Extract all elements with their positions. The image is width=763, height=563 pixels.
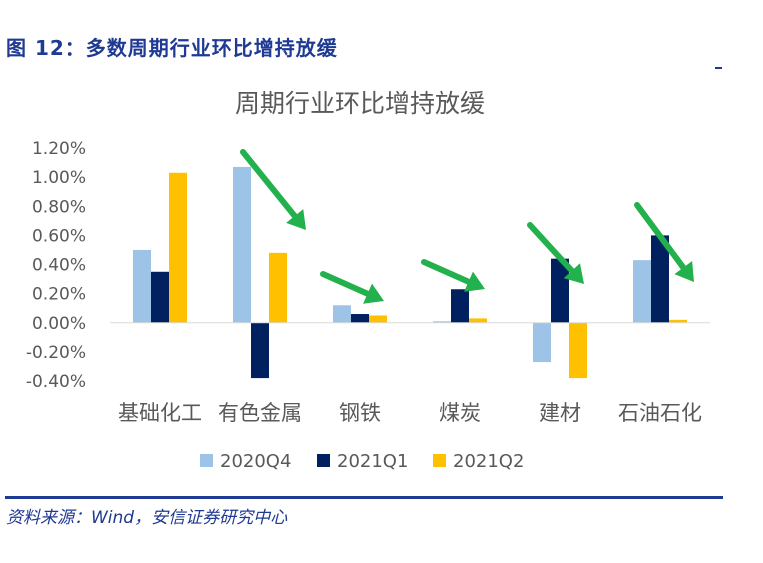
- y-tick-label: 0.00%: [32, 314, 86, 334]
- bar-2020Q4-1: [233, 166, 251, 323]
- y-tick-label: 1.20%: [32, 139, 86, 159]
- bar-chart: 周期行业环比增持放缓 1.20% 1.00% 0.80% 0.60% 0.40% 0.20…: [26, 89, 710, 472]
- x-category-label: 基础化工: [118, 401, 202, 425]
- y-tick-label: 0.40%: [32, 256, 86, 276]
- bar-2020Q4-4: [533, 322, 551, 363]
- trend-arrows: [240, 149, 694, 304]
- bar-2021Q1-4: [551, 258, 569, 323]
- header-divider: [715, 67, 722, 69]
- source-note: 资料来源：Wind，安信证券研究中心: [6, 508, 288, 528]
- bar-2021Q2-5: [669, 319, 687, 323]
- y-tick-label: 1.00%: [32, 168, 86, 188]
- y-tick-label: 0.60%: [32, 226, 86, 246]
- x-category-label: 煤炭: [439, 401, 481, 425]
- legend-swatch-2021Q1: [317, 454, 330, 467]
- legend-label: 2020Q4: [220, 451, 291, 472]
- down-arrow-0: [240, 149, 306, 230]
- y-tick-label: -0.40%: [26, 372, 86, 392]
- y-tick-label: 0.20%: [32, 285, 86, 305]
- legend-label: 2021Q2: [453, 451, 524, 472]
- x-axis-labels: 基础化工 有色金属 钢铁 煤炭 建材 石油石化: [118, 401, 702, 425]
- down-arrow-1: [320, 271, 384, 304]
- x-category-label: 石油石化: [618, 401, 702, 425]
- x-category-label: 有色金属: [218, 401, 302, 425]
- legend-label: 2021Q1: [337, 451, 408, 472]
- bar-2021Q2-0: [169, 172, 187, 323]
- bar-2021Q2-4: [569, 322, 587, 379]
- bar-2021Q1-5: [651, 235, 669, 323]
- bars: [133, 166, 687, 379]
- legend-swatch-2020Q4: [200, 454, 213, 467]
- bar-2021Q2-2: [369, 315, 387, 323]
- bar-2021Q2-3: [469, 318, 487, 323]
- x-category-label: 建材: [539, 401, 581, 425]
- y-tick-label: 0.80%: [32, 197, 86, 217]
- footer-divider: [5, 496, 723, 499]
- bar-2020Q4-0: [133, 249, 151, 323]
- down-arrow-2: [421, 259, 485, 292]
- figure-title: 图 12：多数周期行业环比增持放缓: [6, 36, 338, 60]
- bar-2021Q1-0: [151, 271, 169, 323]
- down-arrow-3: [527, 222, 584, 284]
- x-category-label: 钢铁: [339, 401, 381, 425]
- chart-title: 周期行业环比增持放缓: [235, 89, 485, 118]
- bar-2021Q1-1: [251, 322, 269, 379]
- bar-2021Q1-2: [351, 314, 369, 323]
- bar-2021Q2-1: [269, 252, 287, 323]
- y-tick-label: -0.20%: [26, 343, 86, 363]
- down-arrow-4: [634, 202, 694, 282]
- bar-2021Q1-3: [451, 289, 469, 323]
- bar-2020Q4-2: [333, 305, 351, 323]
- legend-swatch-2021Q2: [433, 454, 446, 467]
- bar-2020Q4-3: [433, 321, 451, 323]
- legend: 2020Q4 2021Q1 2021Q2: [200, 451, 524, 472]
- y-axis-ticks: 1.20% 1.00% 0.80% 0.60% 0.40% 0.20% 0.00% -0.20…: [26, 139, 86, 392]
- bar-2020Q4-5: [633, 260, 651, 323]
